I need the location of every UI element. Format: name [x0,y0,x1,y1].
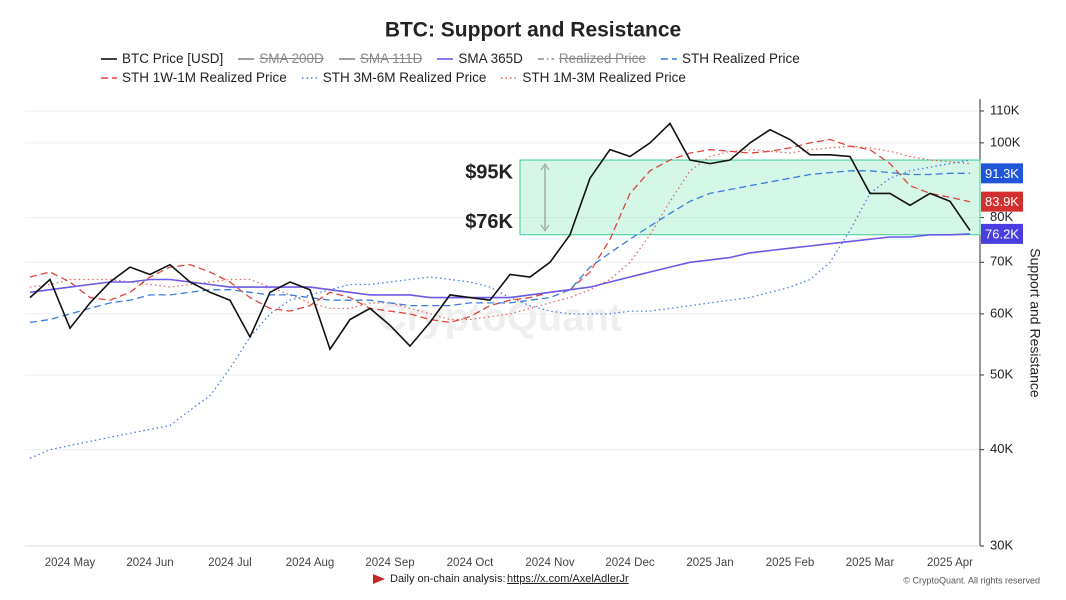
value-tag [981,163,1023,184]
value-tag-label: 76.2K [985,226,1019,241]
legend-swatch [338,57,355,60]
x-tick-label: 2024 Jul [208,557,251,569]
y-axis-title: Support and Resistance [1027,248,1043,398]
zone-label: $76K [465,211,513,233]
legend-item[interactable]: SMA 200D [237,50,324,67]
chart-title: BTC: Support and Resistance [385,19,681,42]
series-line [29,145,971,321]
legend-item[interactable]: SMA 111D [338,50,423,67]
watermark: CryptoQuant [378,296,622,340]
x-tick-label: 2025 Mar [846,557,895,569]
series-line [29,233,971,299]
legend-label: STH Realized Price [681,51,800,66]
legend-swatch [501,76,518,79]
value-tag-label: 83.9K [985,194,1019,209]
footer-link[interactable]: https://x.com/AxelAdlerJr [507,573,629,585]
zone-label: $95K [465,161,513,183]
legend-swatch [437,57,454,60]
series-line [29,122,971,351]
x-tick-label: 2025 Apr [927,557,973,569]
x-tick-label: 2024 Dec [605,557,654,569]
x-tick-label: 2024 Aug [286,557,335,569]
legend-label: STH 1M-3M Realized Price [522,70,686,85]
x-tick-label: 2024 May [45,557,96,569]
legend-item[interactable]: STH 1W-1M Realized Price [100,69,287,86]
legend-swatch [660,57,677,60]
y-tick-label: 110K [990,102,1020,117]
legend-label: STH 3M-6M Realized Price [322,70,487,85]
legend-label: SMA 111D [359,51,423,66]
legend: BTC Price [USD] SMA 200D SMA 111D SMA 365D R… [100,50,980,86]
legend-item[interactable]: STH Realized Price [660,50,800,67]
legend-swatch [537,57,554,60]
legend-label: BTC Price [USD] [122,51,224,66]
legend-item[interactable]: STH 3M-6M Realized Price [301,69,487,86]
legend-item[interactable]: STH 1M-3M Realized Price [500,69,686,86]
x-tick-label: 2024 Jun [126,557,173,569]
zone-arrow-head [540,163,550,232]
y-tick-label: 50K [990,366,1013,381]
copyright: © CryptoQuant. All rights reserved [903,575,1040,585]
legend-swatch [101,76,117,79]
legend-swatch [238,57,255,60]
value-tag [981,223,1023,244]
legend-label: Realized Price [558,51,646,66]
legend-item[interactable]: SMA 365D [436,50,523,67]
y-tick-label: 70K [990,254,1013,269]
y-tick-label: 30K [990,537,1013,552]
x-tick-label: 2024 Sep [365,557,414,569]
value-tag-label: 91.3K [985,166,1019,181]
y-tick-label: 100K [990,134,1021,149]
legend-swatch [101,57,117,60]
legend-label: STH 1W-1M Realized Price [122,70,287,85]
x-tick-label: 2025 Feb [766,557,815,569]
legend-label: SMA 365D [458,51,523,66]
legend-item[interactable]: Realized Price [537,50,646,67]
y-tick-label: 60K [990,305,1013,320]
y-tick-label: 80K [990,209,1013,224]
legend-item[interactable]: BTC Price [USD] [100,50,223,67]
x-tick-label: 2024 Oct [447,557,494,569]
footer-note: Daily on-chain analysis: [390,573,506,585]
series-line [29,170,970,324]
x-tick-label: 2025 Jan [686,557,733,569]
legend-label: SMA 200D [259,51,324,66]
x-tick-label: 2024 Nov [525,557,574,569]
zone [519,159,981,236]
flag-icon [373,574,385,584]
y-tick-label: 40K [990,441,1013,456]
value-tag [981,191,1023,212]
legend-swatch [301,76,318,79]
